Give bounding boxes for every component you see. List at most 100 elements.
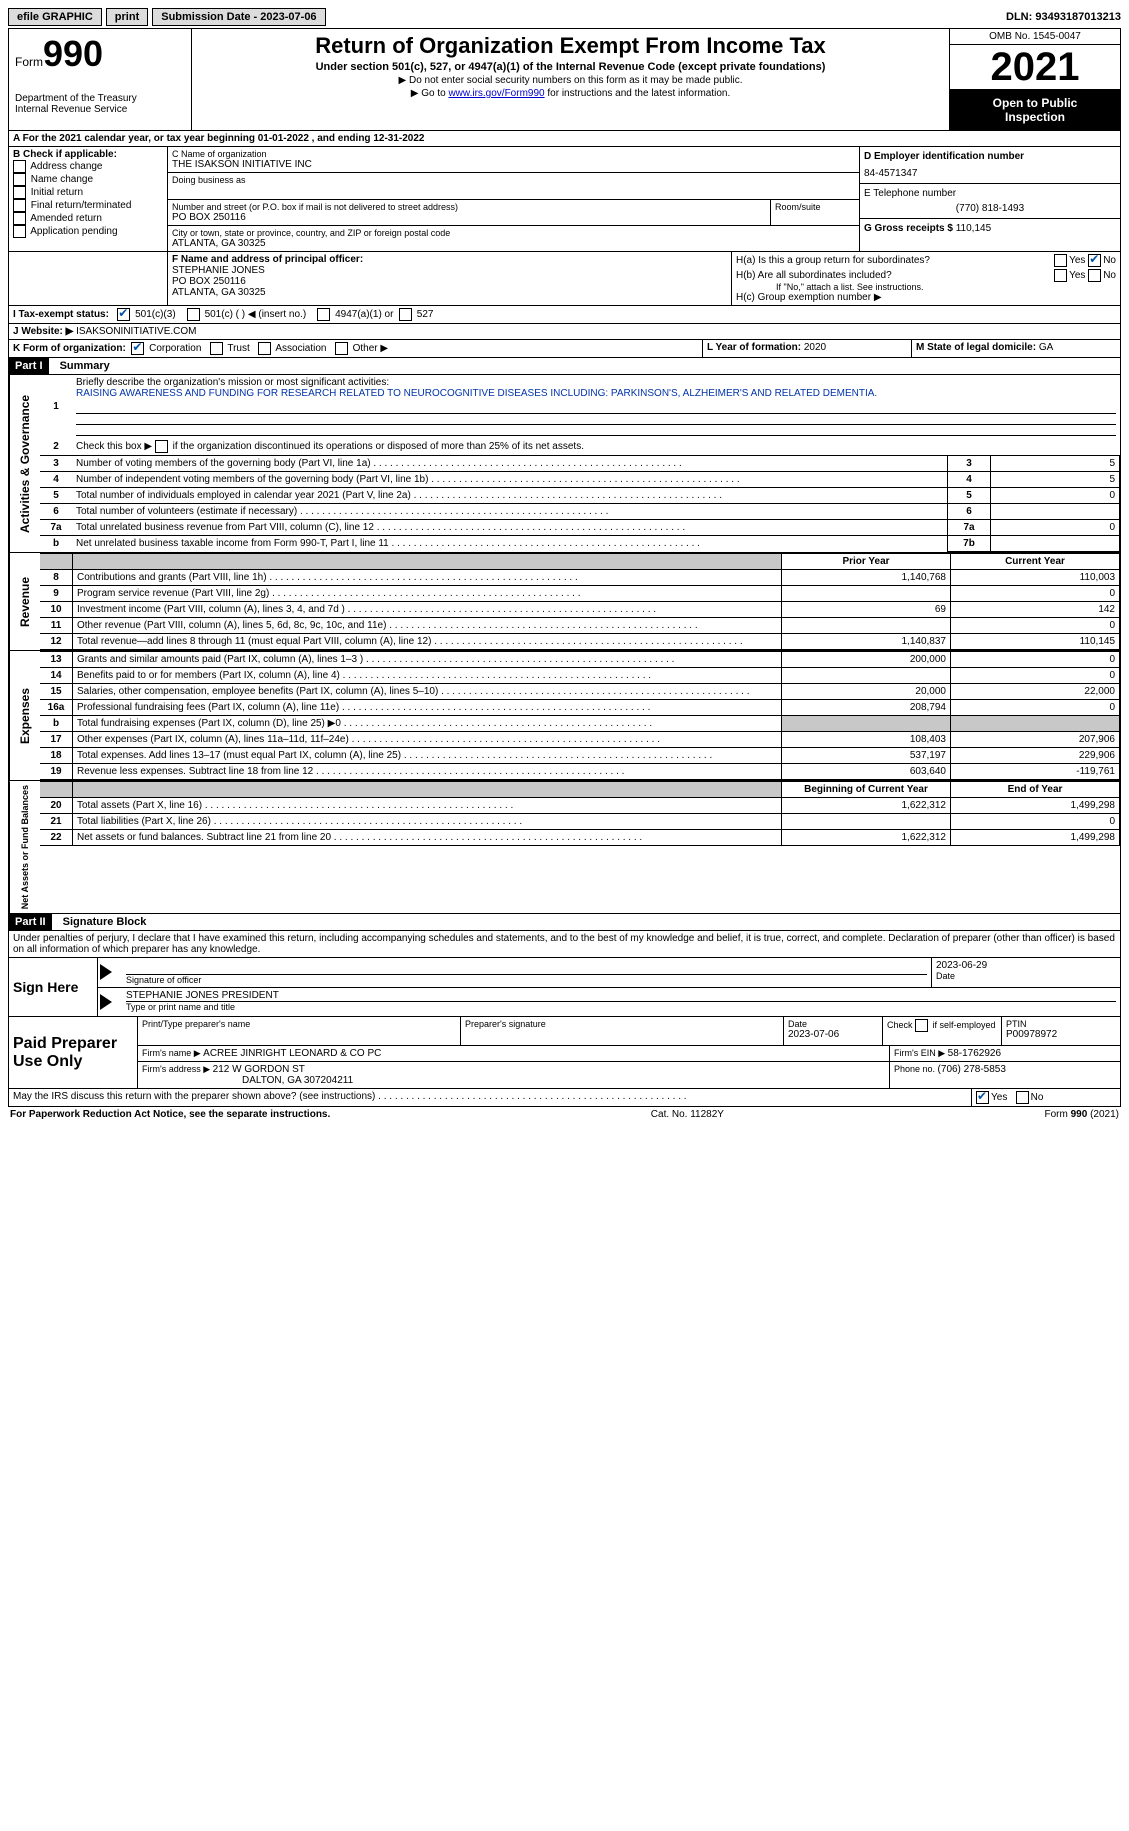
- discuss-yes: Yes: [991, 1092, 1007, 1103]
- ag-table: 1 Briefly describe the organization's mi…: [40, 375, 1120, 552]
- summary-line: 17Other expenses (Part IX, column (A), l…: [40, 732, 1120, 748]
- addr-label: Number and street (or P.O. box if mail i…: [172, 202, 766, 212]
- discuss-row: May the IRS discuss this return with the…: [8, 1089, 1121, 1107]
- summary-line: 20Total assets (Part X, line 16)1,622,31…: [40, 798, 1120, 814]
- state-domicile-value: GA: [1039, 342, 1053, 353]
- other-checkbox[interactable]: [335, 342, 348, 355]
- year-formation-label: L Year of formation:: [707, 342, 804, 353]
- h-a-yes-checkbox[interactable]: [1054, 254, 1067, 267]
- part2-title: Signature Block: [55, 916, 147, 928]
- discuss-yes-checkbox[interactable]: [976, 1091, 989, 1104]
- box-b-spacer: [9, 252, 168, 305]
- self-employed: Check if self-employed: [883, 1017, 1002, 1045]
- h-c-label: H(c) Group exemption number ▶: [736, 292, 1116, 303]
- vlabel-ag: Activities & Governance: [9, 375, 40, 552]
- discuss-answer: Yes No: [972, 1089, 1120, 1106]
- firm-name-label: Firm's name ▶: [142, 1048, 203, 1058]
- box-b-label: B Check if applicable:: [13, 149, 163, 160]
- box-b-checkbox[interactable]: [13, 173, 26, 186]
- tax-exempt-label: I Tax-exempt status:: [13, 309, 109, 320]
- officer-name: STEPHANIE JONES: [172, 265, 727, 276]
- h-a-no-checkbox[interactable]: [1088, 254, 1101, 267]
- submission-date-label: Submission Date -: [161, 11, 260, 23]
- prep-sig-label: Preparer's signature: [465, 1019, 779, 1029]
- city-value: ATLANTA, GA 30325: [172, 238, 855, 249]
- summary-line: bNet unrelated business taxable income f…: [40, 536, 1120, 552]
- box-b-checkbox[interactable]: [13, 199, 26, 212]
- irs-link[interactable]: www.irs.gov/Form990: [448, 88, 544, 99]
- dept-treasury: Department of the Treasury: [15, 93, 185, 104]
- part2-header: Part II Signature Block: [8, 914, 1121, 931]
- dba-label: Doing business as: [172, 175, 855, 185]
- box-l: L Year of formation: 2020: [703, 340, 912, 357]
- dln: DLN: 93493187013213: [1006, 11, 1121, 23]
- q1-text: RAISING AWARENESS AND FUNDING FOR RESEAR…: [76, 388, 877, 399]
- gross-value: 110,145: [956, 223, 991, 234]
- activities-governance-section: Activities & Governance 1 Briefly descri…: [8, 375, 1121, 553]
- firm-ein-label: Firm's EIN ▶: [894, 1048, 948, 1058]
- ptin-value: P00978972: [1006, 1029, 1116, 1040]
- klm-row: K Form of organization: Corporation Trus…: [8, 340, 1121, 358]
- revenue-section: Revenue Prior Year Current Year 8Contrib…: [8, 553, 1121, 651]
- box-b-checkbox[interactable]: [13, 160, 26, 173]
- form-ref: Form 990 (2021): [1045, 1109, 1119, 1120]
- discuss-no-checkbox[interactable]: [1016, 1091, 1029, 1104]
- form-number: 990: [43, 33, 103, 74]
- summary-line: 15Salaries, other compensation, employee…: [40, 684, 1120, 700]
- h-b-no-checkbox[interactable]: [1088, 269, 1101, 282]
- trust-checkbox[interactable]: [210, 342, 223, 355]
- box-b-checkbox[interactable]: [13, 186, 26, 199]
- summary-line: 21Total liabilities (Part X, line 26)0: [40, 814, 1120, 830]
- summary-line: 8Contributions and grants (Part VIII, li…: [40, 570, 1120, 586]
- corp-checkbox[interactable]: [131, 342, 144, 355]
- sig-date: 2023-06-29: [936, 960, 1116, 971]
- tax-year: 2021: [950, 45, 1120, 90]
- arrow-icon-2: [100, 994, 112, 1010]
- prep-name-label: Print/Type preparer's name: [142, 1019, 456, 1029]
- q2-checkbox[interactable]: [155, 440, 168, 453]
- website-row: J Website: ▶ ISAKSONINITIATIVE.COM: [8, 324, 1121, 340]
- tax-exempt-cell: I Tax-exempt status: 501(c)(3) 501(c) ( …: [9, 306, 1120, 323]
- sign-here-content: Signature of officer 2023-06-29 Date STE…: [98, 958, 1120, 1016]
- h-b-yes-checkbox[interactable]: [1054, 269, 1067, 282]
- paid-preparer-row: Paid Preparer Use Only Print/Type prepar…: [8, 1017, 1121, 1089]
- part1-title: Summary: [52, 360, 110, 372]
- summary-line: 7aTotal unrelated business revenue from …: [40, 520, 1120, 536]
- sign-here-label: Sign Here: [9, 958, 98, 1016]
- 527-label: 527: [417, 309, 434, 320]
- phone-label: Phone no.: [894, 1064, 938, 1074]
- 501c3-checkbox[interactable]: [117, 308, 130, 321]
- assoc-label: Association: [275, 343, 326, 354]
- trust-label: Trust: [227, 343, 249, 354]
- sig-officer-label: Signature of officer: [126, 975, 927, 985]
- 527-checkbox[interactable]: [399, 308, 412, 321]
- dln-value: 93493187013213: [1035, 11, 1121, 23]
- submission-date-badge: Submission Date - 2023-07-06: [152, 8, 325, 26]
- part1-header: Part I Summary: [8, 358, 1121, 375]
- assoc-checkbox[interactable]: [258, 342, 271, 355]
- h-b-note: If "No," attach a list. See instructions…: [736, 282, 1116, 292]
- firm-city: DALTON, GA 307204211: [142, 1075, 353, 1086]
- summary-line: 3Number of voting members of the governi…: [40, 456, 1120, 472]
- open-to-public: Open to Public Inspection: [950, 90, 1120, 130]
- print-button[interactable]: print: [106, 8, 148, 26]
- officer-row: F Name and address of principal officer:…: [8, 252, 1121, 306]
- prep-date-label: Date: [788, 1019, 878, 1029]
- exp-table: 13Grants and similar amounts paid (Part …: [40, 651, 1120, 780]
- addr-value: PO BOX 250116: [172, 212, 766, 223]
- form-word: Form: [15, 55, 43, 69]
- box-b-checkbox[interactable]: [13, 212, 26, 225]
- date-label: Date: [936, 971, 1116, 981]
- state-domicile-label: M State of legal domicile:: [916, 342, 1039, 353]
- box-h: H(a) Is this a group return for subordin…: [732, 252, 1120, 305]
- org-name-label: C Name of organization: [172, 149, 855, 159]
- form-note-2: ▶ Go to www.irs.gov/Form990 for instruct…: [198, 88, 943, 99]
- expenses-section: Expenses 13Grants and similar amounts pa…: [8, 651, 1121, 781]
- city-label: City or town, state or province, country…: [172, 228, 855, 238]
- 501c-checkbox[interactable]: [187, 308, 200, 321]
- col-prior: Prior Year: [782, 554, 951, 570]
- other-label: Other ▶: [353, 343, 388, 354]
- self-employed-checkbox[interactable]: [915, 1019, 928, 1032]
- box-b-checkbox[interactable]: [13, 225, 26, 238]
- 4947-checkbox[interactable]: [317, 308, 330, 321]
